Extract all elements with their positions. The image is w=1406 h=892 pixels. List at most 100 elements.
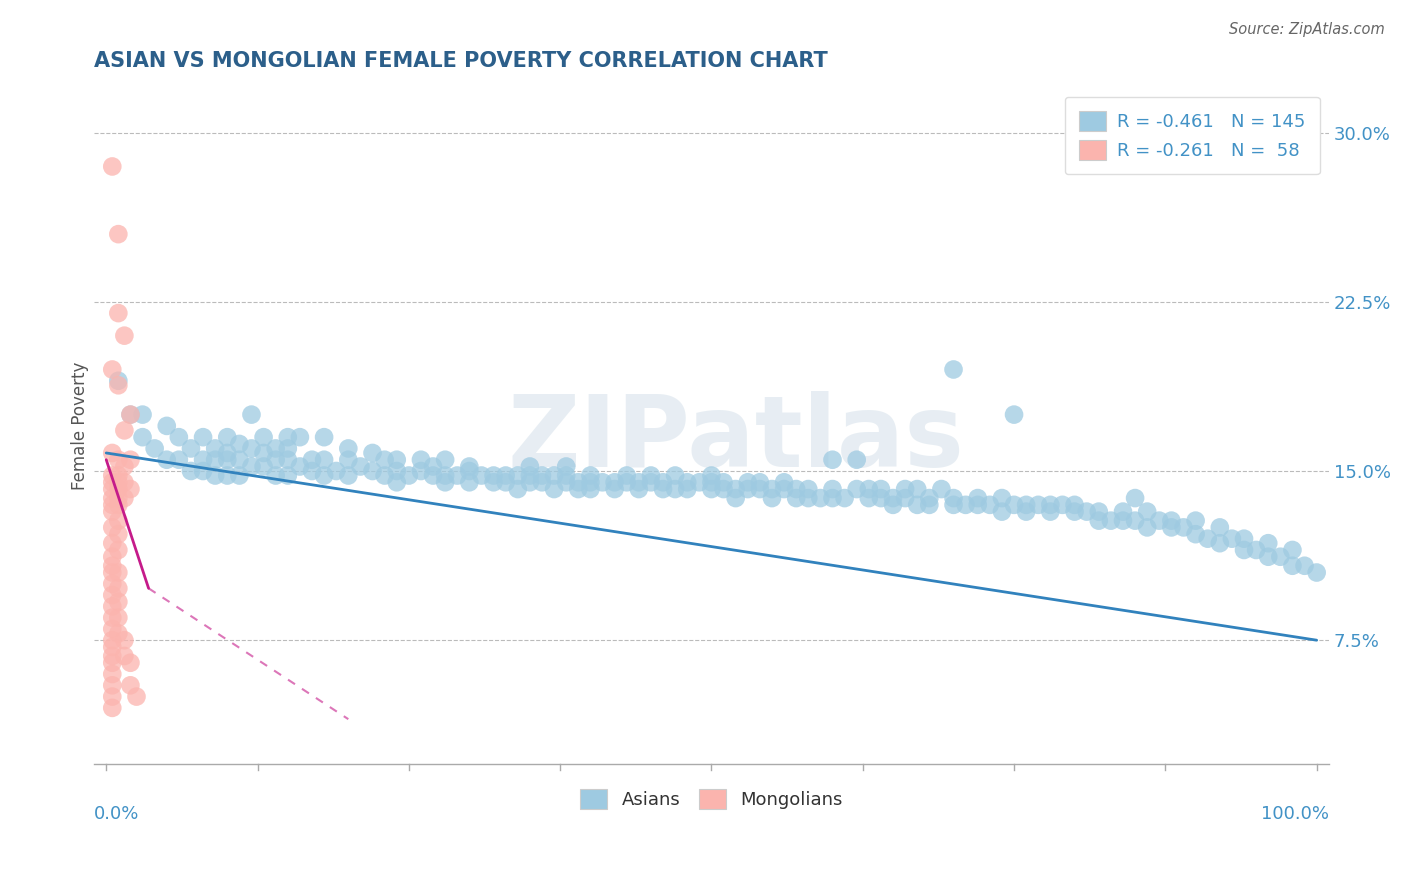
Point — [845, 482, 868, 496]
Point — [519, 468, 541, 483]
Point — [101, 690, 124, 704]
Point — [1173, 520, 1195, 534]
Point — [834, 491, 856, 505]
Point — [676, 482, 699, 496]
Point — [107, 595, 129, 609]
Point — [579, 468, 602, 483]
Point — [101, 599, 124, 614]
Point — [567, 475, 589, 490]
Point — [1002, 408, 1025, 422]
Point — [112, 328, 135, 343]
Point — [434, 452, 457, 467]
Point — [530, 475, 553, 490]
Point — [664, 482, 686, 496]
Point — [191, 430, 214, 444]
Point — [1257, 536, 1279, 550]
Point — [337, 452, 360, 467]
Point — [882, 498, 904, 512]
Point — [101, 362, 124, 376]
Point — [101, 558, 124, 573]
Point — [120, 656, 142, 670]
Point — [101, 701, 124, 715]
Point — [252, 459, 274, 474]
Point — [301, 464, 323, 478]
Point — [101, 576, 124, 591]
Point — [374, 468, 396, 483]
Point — [349, 459, 371, 474]
Point — [361, 446, 384, 460]
Point — [821, 491, 844, 505]
Point — [120, 408, 142, 422]
Point — [785, 491, 807, 505]
Point — [845, 452, 868, 467]
Point — [530, 468, 553, 483]
Point — [277, 430, 299, 444]
Point — [264, 442, 287, 456]
Point — [112, 424, 135, 438]
Point — [1244, 543, 1267, 558]
Point — [652, 482, 675, 496]
Point — [543, 482, 565, 496]
Point — [1233, 543, 1256, 558]
Point — [1039, 505, 1062, 519]
Point — [314, 468, 336, 483]
Point — [627, 482, 650, 496]
Point — [979, 498, 1001, 512]
Point — [204, 442, 226, 456]
Point — [101, 491, 124, 505]
Point — [1197, 532, 1219, 546]
Point — [858, 482, 880, 496]
Point — [1099, 514, 1122, 528]
Point — [422, 459, 444, 474]
Point — [204, 468, 226, 483]
Point — [101, 622, 124, 636]
Point — [107, 610, 129, 624]
Point — [931, 482, 953, 496]
Point — [797, 482, 820, 496]
Point — [1112, 505, 1135, 519]
Point — [277, 452, 299, 467]
Point — [603, 482, 626, 496]
Point — [277, 442, 299, 456]
Point — [107, 452, 129, 467]
Point — [120, 482, 142, 496]
Point — [506, 482, 529, 496]
Point — [724, 482, 747, 496]
Point — [101, 160, 124, 174]
Point — [761, 491, 783, 505]
Point — [107, 527, 129, 541]
Point — [101, 588, 124, 602]
Point — [361, 464, 384, 478]
Point — [398, 468, 420, 483]
Point — [101, 678, 124, 692]
Point — [107, 378, 129, 392]
Point — [748, 475, 770, 490]
Point — [495, 468, 517, 483]
Text: ASIAN VS MONGOLIAN FEMALE POVERTY CORRELATION CHART: ASIAN VS MONGOLIAN FEMALE POVERTY CORREL… — [94, 51, 828, 70]
Point — [101, 498, 124, 512]
Point — [482, 475, 505, 490]
Point — [1209, 536, 1232, 550]
Point — [131, 430, 153, 444]
Point — [506, 468, 529, 483]
Point — [1305, 566, 1327, 580]
Point — [1136, 520, 1159, 534]
Point — [737, 482, 759, 496]
Point — [101, 505, 124, 519]
Point — [101, 633, 124, 648]
Point — [385, 475, 408, 490]
Point — [337, 468, 360, 483]
Point — [942, 362, 965, 376]
Point — [101, 656, 124, 670]
Point — [748, 482, 770, 496]
Point — [567, 482, 589, 496]
Point — [101, 536, 124, 550]
Point — [942, 491, 965, 505]
Point — [627, 475, 650, 490]
Point — [446, 468, 468, 483]
Point — [1136, 505, 1159, 519]
Point — [277, 468, 299, 483]
Point — [918, 491, 941, 505]
Point — [101, 446, 124, 460]
Point — [1184, 527, 1206, 541]
